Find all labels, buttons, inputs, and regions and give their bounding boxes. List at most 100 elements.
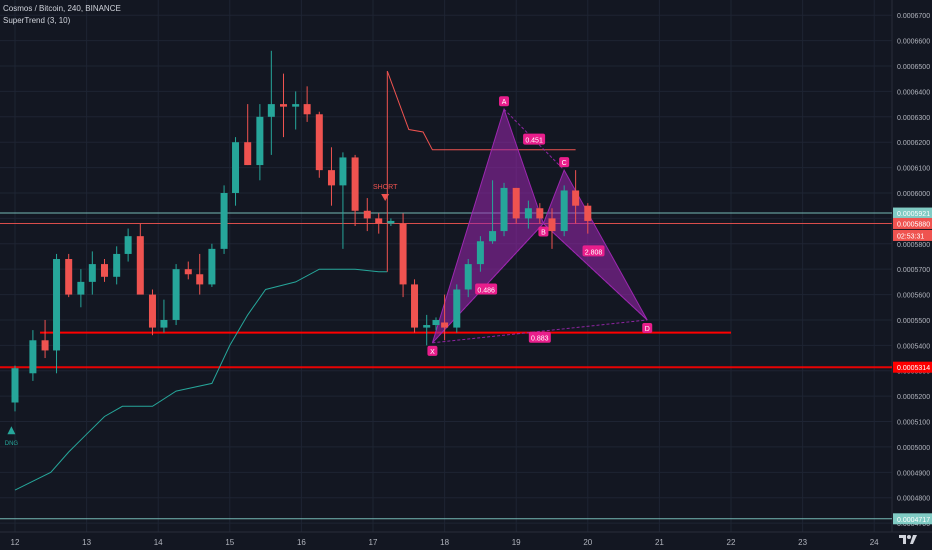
- price-tick-label: 0.0005000: [897, 445, 930, 452]
- price-tick-label: 0.0004700: [897, 521, 930, 528]
- price-level-badge: 0.0005880: [893, 217, 932, 229]
- candle-body: [560, 190, 568, 232]
- candle-body: [148, 294, 156, 328]
- pattern-ratio-line: [432, 319, 648, 344]
- pattern-ratio-label: 0.451: [525, 138, 543, 145]
- price-tick-label: 0.0006600: [897, 39, 930, 46]
- candle-body: [524, 208, 532, 219]
- pattern-ratio-label: 2.808: [585, 249, 603, 256]
- price-tick-label: 0.0005100: [897, 420, 930, 427]
- pattern-point-x: X: [427, 345, 438, 356]
- price-tick-label: 0.0006500: [897, 64, 930, 71]
- candle-body: [500, 187, 508, 232]
- price-axis: 0.0006700 0.0006600 0.0006500 0.0006400 0.00…: [897, 13, 930, 528]
- signal-label: DNG: [5, 441, 19, 447]
- price-tick-label: 0.0005600: [897, 293, 930, 300]
- signal-dng: DNG: [5, 426, 19, 447]
- price-tick-label: 0.0006700: [897, 13, 930, 20]
- time-tick-label: 17: [369, 538, 378, 547]
- time-tick-label: 16: [297, 538, 306, 547]
- candle-body: [441, 322, 449, 328]
- grid: [0, 0, 892, 532]
- price-level-badge: 0.0005314: [893, 361, 932, 373]
- pattern-ratio-line: [543, 223, 648, 321]
- time-axis: 12 13 14 15 16 17 18 19 20 21 22 23 24: [11, 538, 880, 547]
- pattern-ratio-box: [582, 245, 605, 257]
- time-tick-label: 15: [225, 538, 234, 547]
- pattern-ratio: 0.486: [475, 283, 498, 295]
- price-tick-label: 0.0004900: [897, 470, 930, 477]
- price-tick-label: 0.0006100: [897, 166, 930, 173]
- signal-label: SHORT: [373, 184, 398, 191]
- pattern-ratio-box: [475, 283, 498, 295]
- candle-body: [53, 259, 61, 351]
- candle-body: [572, 190, 580, 206]
- price-tick-label: 0.0006000: [897, 191, 930, 198]
- candle-body: [339, 157, 347, 186]
- pattern-point-d: D: [642, 322, 653, 333]
- candle-body: [160, 319, 168, 328]
- time-tick-label: 24: [870, 538, 879, 547]
- pattern-ratio-label: 0.883: [531, 336, 549, 343]
- time-tick-label: 19: [512, 538, 521, 547]
- pattern-point-a: A: [499, 96, 510, 107]
- time-tick-label: 13: [82, 538, 91, 547]
- pattern-point-marker: [642, 322, 653, 333]
- time-tick-label: 22: [727, 538, 736, 547]
- time-tick-label: 21: [655, 538, 664, 547]
- price-tick-label: 0.0005400: [897, 343, 930, 350]
- supertrend-up-line: [14, 268, 388, 491]
- tradingview-logo-icon[interactable]: [898, 532, 920, 546]
- candle-body: [41, 340, 49, 351]
- pattern-point-c: C: [559, 157, 570, 168]
- signal-short: SHORT: [373, 184, 398, 201]
- price-level-badge: 0.0004717: [893, 513, 932, 525]
- candle-body: [464, 264, 472, 290]
- candle-body: [536, 208, 544, 219]
- pattern-point-marker: [559, 157, 570, 168]
- candle-body: [244, 142, 252, 166]
- symbol-title[interactable]: Cosmos / Bitcoin, 240, BINANCE: [3, 4, 121, 13]
- price-level-badge: 0.0005921: [893, 207, 932, 219]
- candle-body: [101, 264, 108, 277]
- candle-body: [88, 264, 96, 282]
- price-tick-label: 0.0006400: [897, 89, 930, 96]
- countdown-label: 02:53:31: [897, 233, 924, 240]
- candle-body: [65, 259, 73, 295]
- pattern-ratio: 0.883: [528, 331, 551, 343]
- time-tick-label: 12: [11, 538, 20, 547]
- pattern-point-marker: [499, 96, 510, 107]
- signal-arrow-down-icon: [381, 193, 390, 201]
- pattern-point-label: B: [541, 229, 546, 236]
- candle-body: [196, 274, 204, 285]
- candle-body: [432, 319, 440, 326]
- signal-arrow-up-icon: [7, 426, 16, 435]
- candle-body: [267, 104, 275, 117]
- time-tick-label: 14: [154, 538, 163, 547]
- candle-body: [124, 236, 132, 254]
- candle-body: [220, 192, 228, 249]
- candle-body: [232, 142, 240, 193]
- pattern-point-label: X: [430, 349, 435, 356]
- price-tick-label: 0.0006300: [897, 115, 930, 122]
- pattern-ratio-line: [432, 223, 544, 344]
- candle-body: [292, 104, 300, 107]
- indicator-label[interactable]: SuperTrend (3, 10): [3, 16, 71, 25]
- pattern-point-label: D: [645, 326, 650, 333]
- candle-body: [184, 269, 192, 275]
- candle-body: [172, 269, 180, 320]
- price-tick-label: 0.0006200: [897, 140, 930, 147]
- countdown-badge: [893, 229, 932, 241]
- candle-body: [315, 114, 323, 171]
- price-level-badge-label: 0.0005314: [897, 365, 930, 372]
- price-tick-label: 0.0005700: [897, 267, 930, 274]
- harmonic-pattern: [431, 107, 648, 344]
- candle-body: [489, 231, 497, 242]
- candle-body: [363, 210, 371, 219]
- candle-body: [11, 368, 19, 403]
- candle-body: [208, 248, 216, 285]
- pattern-ratio: 0.451: [523, 133, 546, 145]
- price-tick-label: 0.0004800: [897, 496, 930, 503]
- pattern-point-marker: [427, 345, 438, 356]
